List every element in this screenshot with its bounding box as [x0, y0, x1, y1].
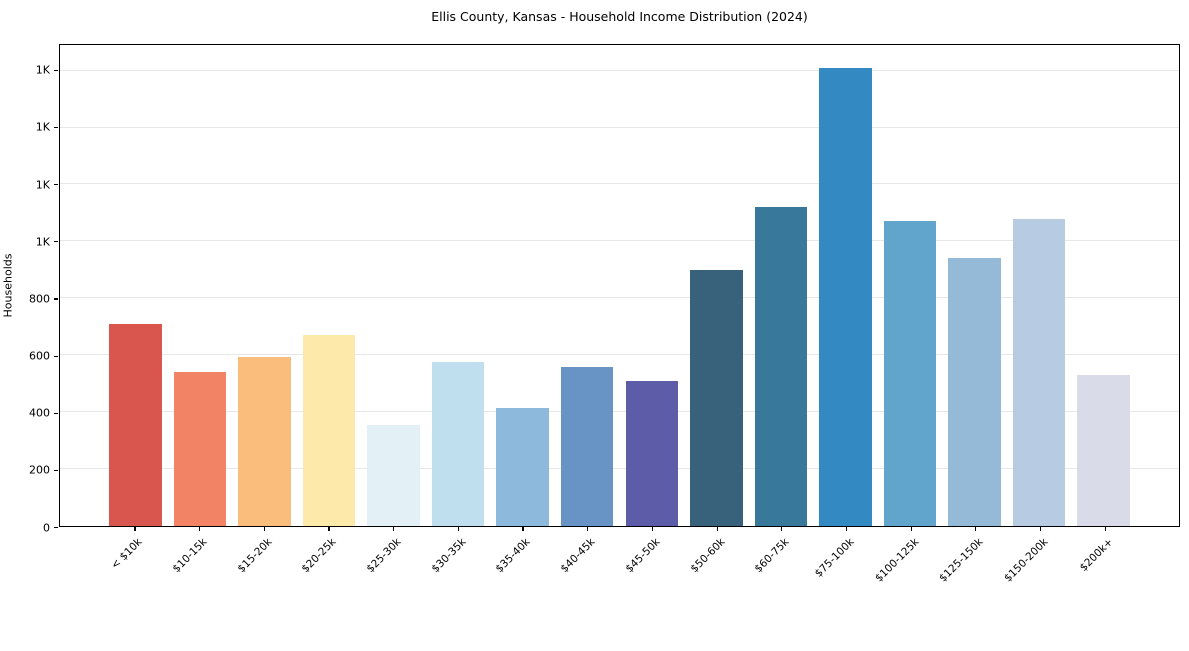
gridline: [60, 297, 1179, 299]
y-tick-mark: [54, 469, 58, 472]
bar-slot: [942, 45, 1007, 526]
x-tick-label: $75-100k: [812, 536, 857, 580]
y-tick-label: 600: [29, 349, 50, 363]
x-tick-label: $100-125k: [872, 536, 922, 585]
bar-$60-75k: [754, 207, 808, 526]
bar-$45-50k: [625, 380, 679, 526]
bar-$10-15k: [173, 372, 227, 526]
bars-layer: [60, 45, 1179, 526]
x-tick-mark: [199, 527, 201, 531]
x-tick-mark: [975, 527, 977, 531]
gridline: [60, 183, 1179, 185]
x-tick-mark: [328, 527, 330, 531]
bar-slot: [813, 45, 878, 526]
bar-slot: [426, 45, 491, 526]
x-tick-label: $50-60k: [687, 536, 728, 576]
x-tick-label: $150-200k: [1001, 536, 1051, 585]
x-tick-mark: [716, 527, 718, 531]
x-tick-label: $45-50k: [623, 536, 663, 576]
gridline: [60, 240, 1179, 242]
y-tick-label: 1K: [35, 178, 50, 192]
bar-slot: [1007, 45, 1072, 526]
y-tick-mark: [54, 527, 58, 529]
gridline: [60, 126, 1179, 128]
bar-$35-40k: [496, 407, 549, 526]
bar-< $10k: [109, 323, 162, 526]
x-tick-label: $125-150k: [937, 536, 986, 585]
y-tick-mark: [54, 184, 58, 186]
x-tick-mark: [522, 527, 524, 531]
bar-$25-30k: [367, 424, 420, 526]
bar-slot: [297, 45, 362, 526]
x-tick-mark: [263, 527, 265, 531]
bar-$150-200k: [1012, 218, 1066, 526]
gridline: [60, 468, 1179, 470]
bar-slot: [490, 45, 555, 526]
x-tick-mark: [457, 527, 459, 531]
x-tick-label: $15-20k: [235, 536, 275, 576]
bar-slot: [878, 45, 943, 526]
chart-title: Ellis County, Kansas - Household Income …: [431, 9, 808, 24]
x-tick-mark: [134, 527, 136, 531]
gridline: [60, 69, 1179, 71]
bar-slot: [1071, 45, 1136, 526]
x-tick-label: $35-40k: [493, 536, 533, 576]
x-tick-label: $10-15k: [170, 536, 210, 576]
bar-$100-125k: [883, 221, 937, 526]
y-tick-label: 800: [29, 292, 50, 306]
x-tick-mark: [651, 527, 654, 531]
x-tick-label: < $10k: [109, 536, 145, 572]
y-tick-label: 400: [29, 406, 50, 420]
y-tick-label: 0: [43, 521, 50, 534]
bar-$40-45k: [560, 366, 614, 526]
x-tick-label: $200k+: [1077, 536, 1116, 574]
bar-$30-35k: [431, 362, 485, 526]
y-axis-label: Households: [1, 253, 15, 318]
bar-$125-150k: [948, 258, 1001, 526]
x-tick-mark: [910, 527, 912, 531]
gridline: [60, 354, 1179, 356]
y-tick-label: 1K: [35, 120, 50, 134]
bar-slot: [361, 45, 426, 526]
x-tick-label: $60-75k: [752, 536, 792, 576]
bar-$75-100k: [819, 67, 872, 526]
y-tick-mark: [54, 69, 58, 71]
y-tick-label: 1K: [35, 235, 50, 249]
x-tick-mark: [587, 527, 589, 531]
x-tick-label: $25-30k: [364, 536, 404, 576]
x-tick-label: $30-35k: [429, 536, 469, 576]
bar-slot: [168, 45, 233, 526]
bar-slot: [103, 45, 168, 526]
x-tick-label: $40-45k: [558, 536, 598, 576]
y-tick-label: 1K: [35, 63, 50, 77]
bar-slot: [555, 45, 620, 526]
bar-$200k+: [1077, 375, 1130, 526]
bar-slot: [620, 45, 685, 526]
bar-$50-60k: [690, 269, 743, 526]
bar-$15-20k: [238, 356, 291, 526]
x-tick-mark: [781, 527, 783, 531]
bar-slot: [749, 45, 814, 526]
bar-$20-25k: [302, 335, 356, 526]
gridline: [60, 411, 1179, 413]
x-tick-label: $20-25k: [299, 536, 339, 576]
y-tick-mark: [54, 241, 58, 243]
x-tick-mark: [393, 527, 395, 531]
x-tick-mark: [845, 527, 848, 531]
plot-area: [59, 44, 1180, 527]
bar-slot: [684, 45, 749, 526]
y-tick-mark: [54, 355, 58, 357]
y-tick-mark: [54, 412, 58, 414]
y-tick-mark: [54, 126, 58, 129]
y-tick-label: 200: [29, 463, 50, 477]
x-tick-mark: [1039, 527, 1042, 531]
x-tick-mark: [1104, 527, 1106, 531]
y-tick-mark: [54, 298, 58, 300]
bar-slot: [232, 45, 297, 526]
